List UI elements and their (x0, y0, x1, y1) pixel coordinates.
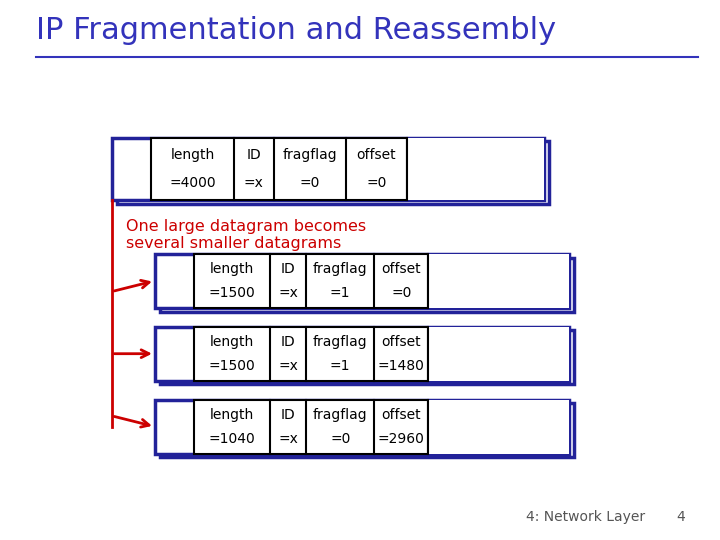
Bar (160, 258, 574, 312)
FancyArrowPatch shape (114, 280, 149, 291)
Text: offset: offset (382, 408, 421, 422)
Text: length: length (210, 408, 254, 422)
Text: =x: =x (278, 286, 298, 300)
Bar (155, 400, 569, 454)
Text: =4000: =4000 (169, 176, 216, 190)
Text: =0: =0 (366, 176, 387, 190)
Bar (428, 327, 569, 381)
Bar (194, 400, 428, 454)
Bar (151, 138, 407, 200)
Text: ID: ID (281, 408, 295, 422)
Bar (194, 254, 428, 308)
Text: =1: =1 (330, 286, 351, 300)
Text: =x: =x (278, 432, 298, 446)
Text: =1: =1 (330, 359, 351, 373)
Text: =0: =0 (330, 432, 351, 446)
Text: =2960: =2960 (378, 432, 425, 446)
Text: fragflag: fragflag (313, 335, 367, 349)
Text: ID: ID (246, 148, 261, 162)
FancyArrowPatch shape (114, 350, 149, 357)
Text: =1500: =1500 (209, 286, 256, 300)
FancyArrowPatch shape (114, 416, 149, 427)
Text: =1040: =1040 (209, 432, 256, 446)
Text: fragflag: fragflag (282, 148, 337, 162)
Bar (117, 141, 549, 204)
Bar (112, 138, 544, 200)
Text: length: length (171, 148, 215, 162)
Text: 4: Network Layer: 4: Network Layer (526, 510, 644, 524)
Text: 4: 4 (677, 510, 685, 524)
Text: length: length (210, 262, 254, 276)
Text: ID: ID (281, 262, 295, 276)
Bar (428, 400, 569, 454)
Bar (428, 254, 569, 308)
Bar (194, 327, 428, 381)
Bar (160, 330, 574, 384)
Text: =x: =x (244, 176, 264, 190)
Text: =x: =x (278, 359, 298, 373)
Text: IP Fragmentation and Reassembly: IP Fragmentation and Reassembly (36, 16, 556, 45)
Text: fragflag: fragflag (313, 408, 367, 422)
Text: =1480: =1480 (378, 359, 425, 373)
Bar (155, 327, 569, 381)
Text: offset: offset (356, 148, 396, 162)
Bar (155, 254, 569, 308)
Text: One large datagram becomes
several smaller datagrams: One large datagram becomes several small… (126, 219, 366, 251)
Text: =1500: =1500 (209, 359, 256, 373)
Text: offset: offset (382, 335, 421, 349)
Text: ID: ID (281, 335, 295, 349)
Bar (160, 403, 574, 457)
Text: offset: offset (382, 262, 421, 276)
Text: fragflag: fragflag (313, 262, 367, 276)
Bar (407, 138, 544, 200)
Text: =0: =0 (391, 286, 412, 300)
Text: =0: =0 (300, 176, 320, 190)
Text: length: length (210, 335, 254, 349)
